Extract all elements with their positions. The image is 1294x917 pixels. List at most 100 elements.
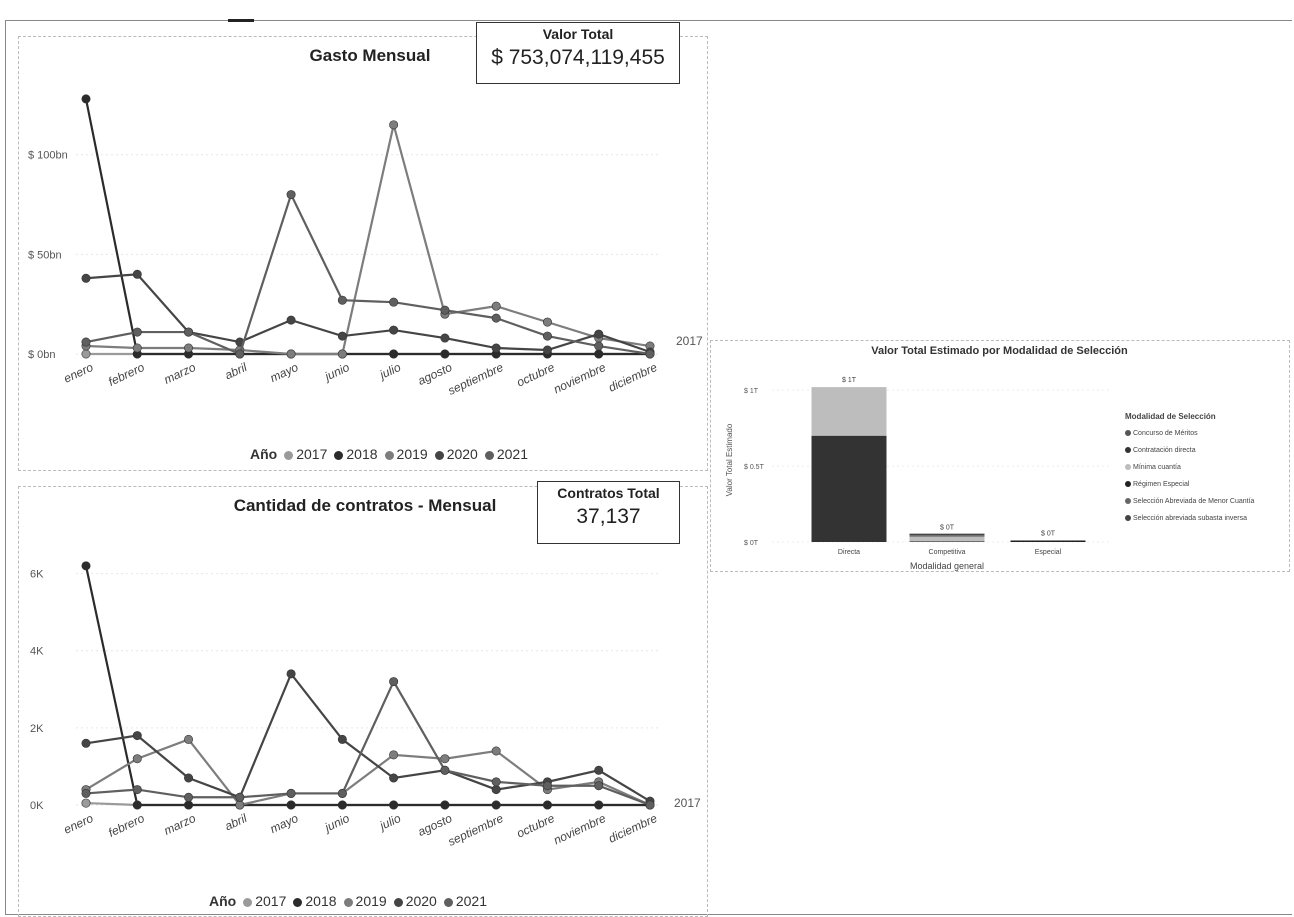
contratos-x-tick-label: febrero <box>106 811 147 840</box>
bar-legend-label: Concurso de Méritos <box>1133 430 1198 437</box>
bar-segment[interactable] <box>811 435 887 542</box>
gasto-point[interactable] <box>389 325 399 335</box>
gasto-point[interactable] <box>184 327 194 337</box>
contratos-point[interactable] <box>594 765 604 775</box>
gasto-point[interactable] <box>542 317 552 327</box>
gasto-point[interactable] <box>440 349 450 359</box>
gasto-legend-item[interactable]: 2021 <box>496 446 528 462</box>
contratos-point[interactable] <box>81 738 91 748</box>
contratos-point[interactable] <box>286 669 296 679</box>
gasto-point[interactable] <box>81 337 91 347</box>
gasto-point[interactable] <box>491 313 501 323</box>
bar-legend-item[interactable]: Concurso de Méritos <box>1125 425 1254 442</box>
contratos-legend-item[interactable]: 2017 <box>255 893 287 909</box>
contratos-point[interactable] <box>594 800 604 810</box>
contratos-point[interactable] <box>491 800 501 810</box>
gasto-point[interactable] <box>184 343 194 353</box>
contratos-point[interactable] <box>81 798 91 808</box>
gasto-point[interactable] <box>337 295 347 305</box>
contratos-point[interactable] <box>132 785 142 795</box>
gasto-point[interactable] <box>337 349 347 359</box>
gasto-point[interactable] <box>389 297 399 307</box>
gasto-point[interactable] <box>132 327 142 337</box>
gasto-point[interactable] <box>542 331 552 341</box>
gasto-point[interactable] <box>286 349 296 359</box>
contratos-point[interactable] <box>81 561 91 571</box>
bar-legend-item[interactable]: Selección abreviada subasta inversa <box>1125 510 1254 527</box>
contratos-legend-swatch <box>243 897 253 907</box>
contratos-point[interactable] <box>132 731 142 741</box>
page-tab-indicator[interactable] <box>228 19 254 22</box>
bar-legend-item[interactable]: Mínima cuantía <box>1125 459 1254 476</box>
bar-legend: Modalidad de Selección Concurso de Mérit… <box>1125 408 1254 527</box>
gasto-point[interactable] <box>440 333 450 343</box>
contratos-legend-item[interactable]: 2020 <box>405 893 437 909</box>
gasto-legend-item[interactable]: 2018 <box>346 446 378 462</box>
gasto-point[interactable] <box>81 273 91 283</box>
contratos-point[interactable] <box>389 677 399 687</box>
gasto-point[interactable] <box>594 349 604 359</box>
contratos-legend-item[interactable]: 2018 <box>305 893 337 909</box>
bar-segment[interactable] <box>909 535 985 537</box>
contratos-point[interactable] <box>337 800 347 810</box>
gasto-point[interactable] <box>235 349 245 359</box>
gasto-legend-item[interactable]: 2017 <box>296 446 328 462</box>
contratos-point[interactable] <box>440 800 450 810</box>
gasto-point[interactable] <box>491 343 501 353</box>
contratos-point[interactable] <box>337 734 347 744</box>
gasto-point[interactable] <box>132 343 142 353</box>
bar-legend-item[interactable]: Selección Abreviada de Menor Cuantía <box>1125 493 1254 510</box>
contratos-point[interactable] <box>235 800 245 810</box>
gasto-point[interactable] <box>81 349 91 359</box>
contratos-point[interactable] <box>389 800 399 810</box>
gasto-point[interactable] <box>440 305 450 315</box>
bar-segment[interactable] <box>1010 540 1086 542</box>
gasto-point[interactable] <box>542 345 552 355</box>
contratos-point[interactable] <box>132 800 142 810</box>
contratos-point[interactable] <box>184 800 194 810</box>
gasto-point[interactable] <box>81 94 91 104</box>
gasto-point[interactable] <box>337 331 347 341</box>
bar-segment[interactable] <box>909 540 985 543</box>
contratos-point[interactable] <box>389 750 399 760</box>
contratos-point[interactable] <box>337 788 347 798</box>
contratos-point[interactable] <box>491 746 501 756</box>
contratos-point[interactable] <box>542 781 552 791</box>
gasto-point[interactable] <box>286 190 296 200</box>
gasto-legend-item[interactable]: 2019 <box>396 446 428 462</box>
contratos-point[interactable] <box>235 792 245 802</box>
contratos-point[interactable] <box>440 754 450 764</box>
contratos-point[interactable] <box>184 734 194 744</box>
contratos-legend-title: Año <box>209 893 237 909</box>
contratos-point[interactable] <box>132 754 142 764</box>
gasto-point[interactable] <box>645 349 655 359</box>
gasto-point[interactable] <box>491 301 501 311</box>
gasto-point[interactable] <box>132 269 142 279</box>
gasto-legend-item[interactable]: 2020 <box>446 446 478 462</box>
gasto-legend-swatch <box>284 450 294 460</box>
contratos-point[interactable] <box>645 800 655 810</box>
contratos-point[interactable] <box>594 781 604 791</box>
contratos-point[interactable] <box>184 792 194 802</box>
contratos-point[interactable] <box>389 773 399 783</box>
contratos-point[interactable] <box>542 800 552 810</box>
contratos-legend-item[interactable]: 2019 <box>355 893 387 909</box>
contratos-point[interactable] <box>286 788 296 798</box>
bar-legend-item[interactable]: Contratación directa <box>1125 442 1254 459</box>
bar-segment[interactable] <box>811 387 887 436</box>
contratos-point[interactable] <box>491 785 501 795</box>
contratos-point[interactable] <box>491 777 501 787</box>
contratos-point[interactable] <box>440 765 450 775</box>
bar-legend-item[interactable]: Régimen Especial <box>1125 476 1254 493</box>
gasto-point[interactable] <box>286 315 296 325</box>
bar-segment[interactable] <box>909 533 985 536</box>
gasto-point[interactable] <box>389 349 399 359</box>
gasto-point[interactable] <box>594 341 604 351</box>
contratos-legend-item[interactable]: 2021 <box>455 893 487 909</box>
contratos-point[interactable] <box>286 800 296 810</box>
gasto-point[interactable] <box>389 120 399 130</box>
contratos-point[interactable] <box>184 773 194 783</box>
contratos-point[interactable] <box>81 788 91 798</box>
gasto-point[interactable] <box>594 329 604 339</box>
bar-segment[interactable] <box>909 536 985 542</box>
